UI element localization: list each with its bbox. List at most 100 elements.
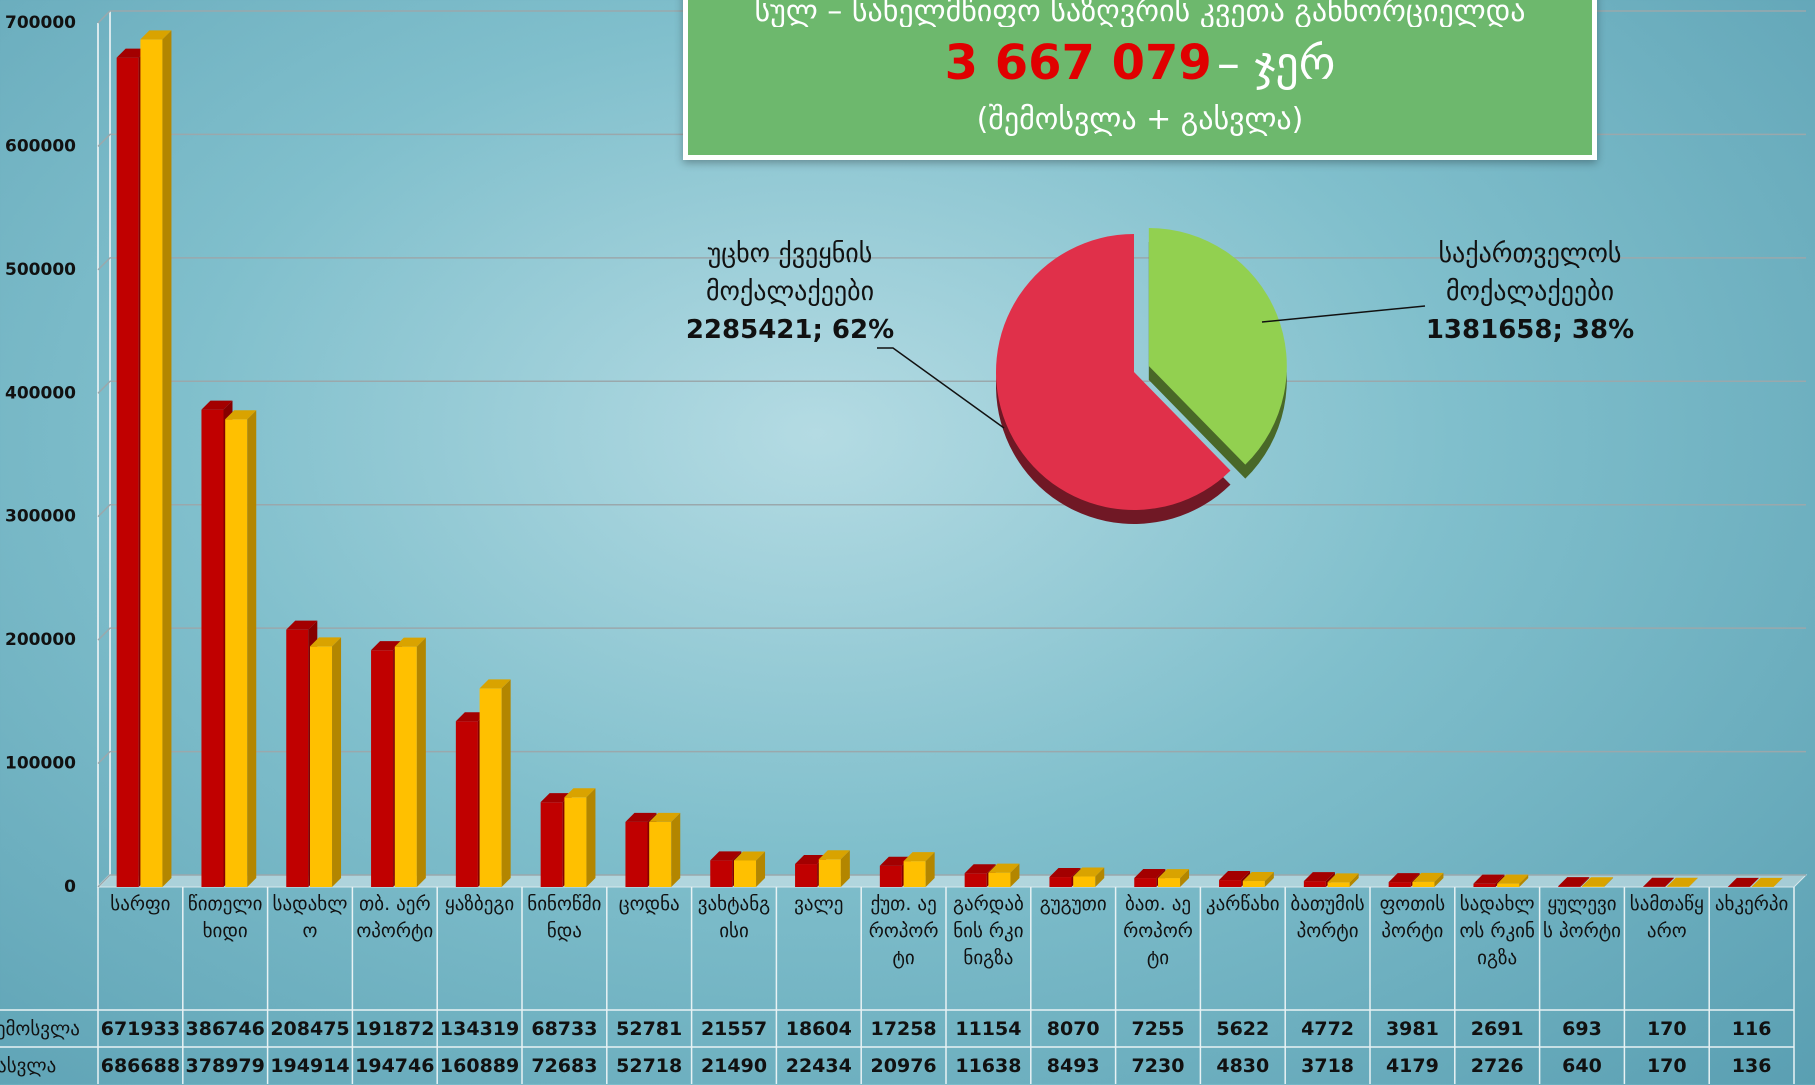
x-tick-label: სადახლოს რკინიგზა (1455, 887, 1540, 1010)
pie-value-label: 1381658; 38% (1380, 311, 1680, 349)
table-value: 2691 (1455, 1010, 1540, 1048)
pie-value-label: 2285421; 62% (650, 311, 930, 349)
x-tick-label: ცოდნა (607, 887, 692, 1010)
table-value: 18604 (776, 1010, 861, 1048)
bar-side (417, 638, 426, 887)
x-tick-label: წითელი ხიდი (183, 887, 268, 1010)
bar-front (649, 822, 671, 887)
bar-side (162, 30, 171, 887)
y-tick-label: 200000 (5, 630, 76, 650)
table-value: 17258 (861, 1010, 946, 1048)
x-tick-label: გარდაბნის რკინიგზა (946, 887, 1031, 1010)
table-value: 671933 (98, 1010, 183, 1048)
bar (904, 852, 935, 887)
table-value: 160889 (437, 1047, 522, 1085)
grid-line (98, 628, 1806, 640)
bar-front (904, 861, 926, 887)
y-tick-label: 300000 (5, 507, 76, 527)
bar (480, 679, 511, 887)
x-tick-label: ვახტანგისი (692, 887, 777, 1010)
bar-front (880, 866, 902, 887)
bar-front (456, 721, 478, 887)
bar-front (395, 647, 417, 887)
x-tick-label: ფოთის პორტი (1370, 887, 1455, 1010)
bar (819, 850, 850, 887)
floor (98, 875, 1806, 887)
table-value: 170 (1624, 1047, 1709, 1085)
bar-front (564, 797, 586, 887)
table-value: 11154 (946, 1010, 1031, 1048)
x-tick-label: ბათუმის პორტი (1285, 887, 1370, 1010)
title-box: სულ – სახელმწიფო საზღვრის კვეთა განხორცი… (683, 0, 1597, 160)
legend-label: შემოსვლა (0, 1010, 94, 1048)
y-tick-label: 100000 (5, 754, 76, 774)
bar-front (140, 39, 162, 887)
bar (140, 30, 171, 887)
bar-front (1134, 878, 1156, 887)
grid-line (98, 752, 1806, 764)
table-value: 22434 (776, 1047, 861, 1085)
bar-side (586, 788, 595, 887)
bar (225, 410, 256, 887)
bar-side (332, 637, 341, 887)
x-tick-label: კარწახი (1200, 887, 1285, 1010)
table-value: 208475 (268, 1010, 353, 1048)
bar-front (625, 822, 647, 887)
bar-side (502, 679, 511, 887)
y-tick-label: 500000 (5, 260, 76, 280)
table-value: 686688 (98, 1047, 183, 1085)
table-value: 52781 (607, 1010, 692, 1048)
x-tick-label: თბ. აეროპორტი (352, 887, 437, 1010)
table-value: 5622 (1200, 1010, 1285, 1048)
table-value: 693 (1540, 1010, 1625, 1048)
bar-front (371, 650, 393, 887)
grid-line (98, 381, 1806, 393)
bar (564, 788, 595, 887)
table-value: 3718 (1285, 1047, 1370, 1085)
title-number: 3 667 079 (945, 35, 1212, 91)
table-value: 68733 (522, 1010, 607, 1048)
bar-front (1073, 877, 1095, 887)
x-tick-label: სამთაწყარო (1624, 887, 1709, 1010)
table-value: 4772 (1285, 1010, 1370, 1048)
bar (649, 813, 680, 887)
pie-category: საქართველოს მოქალაქეები (1380, 235, 1680, 311)
leader-line (877, 348, 1004, 428)
bar-front (734, 860, 756, 887)
bar-front (710, 860, 732, 887)
table-value: 134319 (437, 1010, 522, 1048)
table-value: 3981 (1370, 1010, 1455, 1048)
table-value: 136 (1709, 1047, 1794, 1085)
table-value: 378979 (183, 1047, 268, 1085)
table-value: 7255 (1116, 1010, 1201, 1048)
table-value: 386746 (183, 1010, 268, 1048)
x-tick-label: გუგუთი (1031, 887, 1116, 1010)
table-value: 8070 (1031, 1010, 1116, 1048)
y-tick-label: 0 (64, 877, 76, 897)
bar-front (480, 688, 502, 887)
table-value: 194746 (352, 1047, 437, 1085)
table-value: 20976 (861, 1047, 946, 1085)
x-tick-label: სადახლო (268, 887, 353, 1010)
table-value: 170 (1624, 1010, 1709, 1048)
title-suffix: – ჯერ (1217, 36, 1335, 90)
x-tick-label: ყულევის პორტი (1540, 887, 1625, 1010)
table-value: 194914 (268, 1047, 353, 1085)
bar-front (310, 646, 332, 887)
table-value: 52718 (607, 1047, 692, 1085)
bar-front (286, 630, 308, 887)
x-tick-label: ვალე (776, 887, 861, 1010)
x-tick-label: ბათ. აეროპორტი (1116, 887, 1201, 1010)
x-tick-label: ნინოწმინდა (522, 887, 607, 1010)
grid-line (98, 505, 1806, 517)
bar-side (247, 410, 256, 887)
bar (310, 637, 341, 887)
bar-front (965, 873, 987, 887)
bar-front (541, 802, 563, 887)
bar-front (1049, 877, 1071, 887)
x-tick-label: ქუთ. აეროპორტი (861, 887, 946, 1010)
table-value: 4179 (1370, 1047, 1455, 1085)
table-value: 4830 (1200, 1047, 1285, 1085)
